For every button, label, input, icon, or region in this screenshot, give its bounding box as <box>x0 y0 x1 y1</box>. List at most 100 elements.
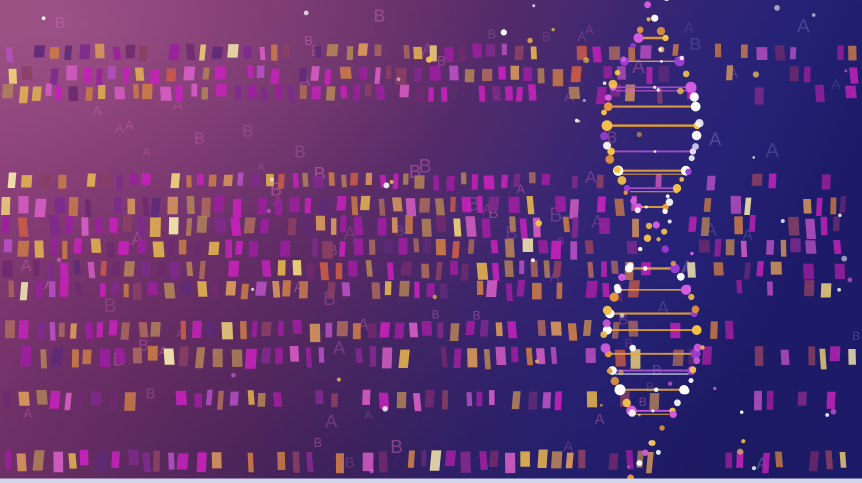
base-letter: A <box>831 76 841 92</box>
base-letter: B <box>437 53 446 68</box>
helix-strand-dot <box>601 109 607 116</box>
helix-strand-dot <box>642 449 649 456</box>
base-letter: B <box>294 142 306 162</box>
helix-node <box>651 409 655 413</box>
helix-node <box>690 101 701 112</box>
sparkle-dots-layer <box>41 4 853 483</box>
helix-strand-dot <box>623 190 628 195</box>
base-letter: A <box>483 202 493 218</box>
helix-strand-dot <box>626 262 634 270</box>
helix-node <box>685 81 697 93</box>
sparkle-dot <box>383 182 390 189</box>
helix-node <box>653 150 657 153</box>
base-letter: A <box>563 439 573 455</box>
helix-strand-dot <box>644 1 651 9</box>
sparkle-dot <box>751 466 757 471</box>
helix-node <box>644 205 648 209</box>
base-letter: A <box>797 15 811 37</box>
helix-strand-dot <box>674 188 679 194</box>
helix-strand-dot <box>600 132 609 141</box>
sparkle-dot <box>389 180 394 184</box>
helix-strand-dot <box>609 292 619 302</box>
helix-strand-dot <box>688 378 694 383</box>
helix-node <box>633 32 644 43</box>
sparkle-dot <box>574 118 579 123</box>
helix-strand-dot <box>656 237 661 242</box>
helix-strand-dot <box>651 14 659 22</box>
helix-strand-dot <box>614 69 621 76</box>
base-letter: A <box>364 408 372 422</box>
base-letter: B <box>488 28 496 42</box>
base-letter: A <box>115 120 125 136</box>
helix-node <box>653 85 657 89</box>
helix-strand-dot <box>649 440 656 446</box>
base-letter: B <box>146 386 156 402</box>
helix-strand-dot <box>691 305 700 314</box>
base-letter: B <box>374 6 386 26</box>
sparkle-dot <box>638 414 641 417</box>
helix-strand-dot <box>665 198 674 206</box>
sparkle-dot <box>551 27 555 32</box>
helix-strand-dot <box>610 376 619 386</box>
helix-strand-dot <box>682 70 690 78</box>
sparkle-dot <box>844 69 848 73</box>
helix-strand-dot <box>688 155 695 162</box>
base-letter: A <box>159 344 168 359</box>
helix-strand-dot <box>656 26 666 36</box>
base-letter: A <box>325 410 338 431</box>
base-letter: A <box>709 129 722 150</box>
base-letter: B <box>55 15 65 32</box>
base-letter: A <box>333 338 346 358</box>
base-letter: A <box>595 412 605 428</box>
sparkle-dot <box>665 194 670 199</box>
sparkle-dot <box>599 403 603 407</box>
helix-strand-dot <box>661 245 669 253</box>
sparkle-dot <box>830 408 837 415</box>
base-letter: B <box>345 456 355 472</box>
helix-strand-dot <box>676 272 685 281</box>
base-letter: A <box>632 57 645 78</box>
base-letter: B <box>194 131 204 148</box>
sparkle-dot <box>532 4 536 8</box>
bottom-light-strip <box>0 478 862 483</box>
helix-strand-dot <box>638 246 643 252</box>
sparkle-dot <box>396 77 401 82</box>
helix-node <box>689 148 697 155</box>
sparkle-dot <box>266 208 272 214</box>
sparkle-dot <box>618 369 624 376</box>
base-letter: B <box>314 435 323 450</box>
sparkle-dot <box>303 10 309 16</box>
helix-strand-dot <box>602 319 611 328</box>
helix-strand-dot <box>664 0 670 1</box>
helix-strand-dot <box>620 56 627 62</box>
base-letter: B <box>473 309 481 323</box>
base-letter: A <box>176 328 184 340</box>
helix-strand-dot <box>604 94 612 101</box>
helix-strand-dot <box>645 222 653 230</box>
helix-strand-dot <box>622 398 631 408</box>
base-letter: B <box>624 337 632 351</box>
helix-strand-dot <box>691 130 702 141</box>
helix-strand-dot <box>679 177 685 182</box>
base-letter: A <box>422 41 433 59</box>
helix-strand-dot <box>600 343 611 353</box>
helix-strand-dot <box>688 293 695 301</box>
base-letter: A <box>173 97 184 114</box>
sparkle-dot <box>700 345 705 350</box>
helix-node <box>662 203 669 211</box>
base-letter: A <box>585 167 597 187</box>
helix-node <box>623 185 631 192</box>
helix-node <box>691 325 702 335</box>
sparkle-dot <box>56 257 62 262</box>
base-letter: A <box>585 23 594 37</box>
helix-node <box>601 120 613 132</box>
helix-strand-dot <box>692 143 699 150</box>
base-letter: B <box>390 436 403 457</box>
sparkle-dot <box>627 465 631 469</box>
helix-strand-dot <box>670 260 676 267</box>
sparkle-dot <box>667 219 672 224</box>
sparkle-dot <box>837 287 841 292</box>
base-letter: A <box>756 455 767 473</box>
sparkle-dot <box>656 88 660 92</box>
